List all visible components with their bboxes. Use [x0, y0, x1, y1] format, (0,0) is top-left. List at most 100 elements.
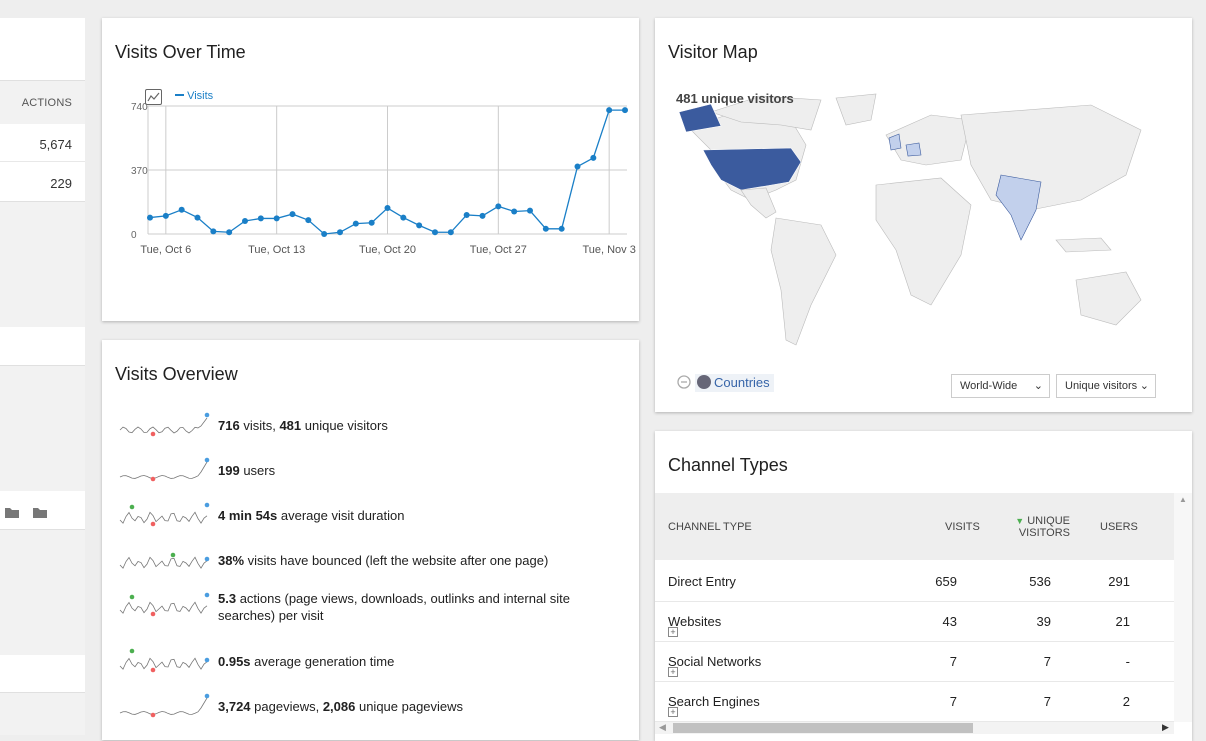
- table-row[interactable]: + Social Networks 7 7 -: [655, 641, 1174, 682]
- india-region: [995, 174, 1042, 241]
- data-point: [416, 222, 423, 229]
- expand-icon[interactable]: +: [668, 667, 678, 677]
- overview-text: 3,724 pageviews, 2,086 unique pageviews: [218, 699, 464, 714]
- countries-link[interactable]: Countries: [695, 374, 774, 392]
- channel-name: + Social Networks: [668, 654, 762, 677]
- sort-desc-icon: ▼: [1015, 516, 1025, 526]
- channel-name: Direct Entry: [668, 574, 736, 589]
- data-point: [479, 212, 486, 219]
- alaska: [678, 103, 722, 133]
- unique-visitors-cell: 39: [1036, 614, 1051, 629]
- widget-title: Channel Types: [668, 455, 788, 475]
- visits-cell: 43: [942, 614, 957, 629]
- south-america: [770, 217, 837, 346]
- unique-visitors-cell: 7: [1043, 694, 1051, 709]
- legend-label: Visits: [187, 90, 214, 102]
- users-cell: -: [1125, 654, 1130, 669]
- world-map[interactable]: [671, 90, 1171, 350]
- sparkline: [119, 648, 210, 673]
- data-point: [289, 211, 296, 218]
- visits-overview-widget: Visits Overview 716 visits, 481 unique v…: [102, 340, 639, 740]
- overview-text: 38% visits have bounced (left the websit…: [218, 553, 549, 568]
- visits-cell: 659: [935, 574, 957, 589]
- unique-visitors-cell: 7: [1043, 654, 1051, 669]
- data-point: [432, 229, 438, 236]
- users-cell: 291: [1108, 574, 1130, 589]
- actions-header: ACTIONS: [21, 97, 72, 109]
- col-channel-type[interactable]: CHANNEL TYPE: [668, 521, 752, 533]
- sparkline: [119, 592, 210, 617]
- y-tick-label: 740: [131, 102, 148, 113]
- col-visits[interactable]: VISITS: [945, 521, 980, 533]
- actions-value-2: 229: [50, 176, 72, 191]
- widget-title: Visits Over Time: [115, 42, 246, 62]
- vertical-scrollbar[interactable]: ▲: [1174, 493, 1192, 722]
- table-row[interactable]: + Search Engines 7 7 2: [655, 681, 1174, 722]
- data-point: [384, 205, 391, 212]
- data-point: [574, 163, 581, 170]
- data-point: [210, 228, 217, 235]
- overview-text: 5.3 actions (page views, downloads, outl…: [218, 591, 570, 623]
- widget-title: Visitor Map: [668, 42, 758, 62]
- data-point: [178, 206, 185, 213]
- overview-text: 0.95s average generation time: [218, 654, 395, 669]
- horizontal-scrollbar[interactable]: ◀ ▶: [655, 722, 1174, 734]
- visits-cell: 7: [949, 654, 957, 669]
- scrollbar-thumb[interactable]: [673, 723, 973, 733]
- asia: [960, 104, 1142, 211]
- scroll-right-icon: ▶: [1162, 722, 1169, 732]
- data-point: [242, 218, 248, 225]
- legend-swatch: [175, 94, 184, 96]
- scroll-up-icon: ▲: [1179, 495, 1187, 504]
- col-users[interactable]: USERS: [1100, 521, 1138, 533]
- x-tick-label: Tue, Oct 6: [140, 244, 191, 256]
- x-tick-label: Tue, Oct 20: [359, 244, 416, 256]
- table-row[interactable]: + Websites 43 39 21: [655, 601, 1174, 642]
- left-band-3: [0, 529, 85, 655]
- data-point: [542, 225, 549, 232]
- overview-text: 716 visits, 481 unique visitors: [218, 418, 388, 433]
- y-tick-label: 370: [131, 166, 148, 177]
- data-point: [622, 107, 628, 114]
- left-band-2: [0, 365, 85, 491]
- data-point: [226, 229, 233, 236]
- data-point: [273, 215, 280, 222]
- col-unique-visitors[interactable]: ▼ UNIQUE VISITORS: [1015, 515, 1070, 539]
- data-point: [558, 225, 565, 232]
- germany: [905, 142, 922, 157]
- overview-text: 4 min 54s average visit duration: [218, 508, 405, 523]
- australia: [1075, 271, 1142, 326]
- expand-icon[interactable]: +: [668, 707, 678, 717]
- indonesia: [1055, 237, 1112, 253]
- widget-title: Visits Overview: [115, 364, 238, 384]
- canada-region: [710, 95, 822, 131]
- chart-type-icon[interactable]: [145, 89, 162, 105]
- data-point: [352, 220, 359, 227]
- globe-icon: [697, 375, 711, 389]
- folder-icon[interactable]: [4, 505, 48, 524]
- data-point: [257, 215, 264, 222]
- region-select[interactable]: World-Wide ⌄: [951, 374, 1050, 398]
- data-point: [511, 208, 518, 215]
- data-point: [162, 212, 169, 219]
- left-band-4: [0, 692, 85, 735]
- zoom-out-icon[interactable]: [677, 375, 692, 395]
- channel-name: + Websites: [668, 614, 722, 637]
- unique-visitors-summary: 481 unique visitors: [676, 91, 794, 106]
- data-point: [400, 214, 407, 221]
- visits-cell: 7: [949, 694, 957, 709]
- uk: [888, 133, 902, 151]
- chart-legend[interactable]: Visits: [175, 90, 213, 102]
- data-point: [606, 107, 613, 114]
- visits-over-time-widget: Visits Over Time Visits 740 370 0 Tue, Oct …: [102, 18, 639, 321]
- x-tick-label: Tue, Oct 27: [470, 244, 527, 256]
- sparkline: [119, 552, 210, 569]
- data-point: [495, 203, 502, 210]
- africa: [875, 177, 972, 306]
- metric-select[interactable]: Unique visitors ⌄: [1056, 374, 1156, 398]
- data-point: [337, 229, 343, 236]
- chevron-down-icon: ⌄: [1033, 380, 1043, 392]
- expand-icon[interactable]: +: [668, 627, 678, 637]
- table-row[interactable]: Direct Entry 659 536 291: [655, 561, 1174, 602]
